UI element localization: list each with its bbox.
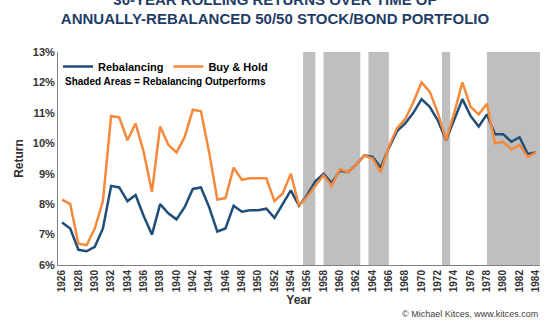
svg-text:Year: Year bbox=[286, 293, 312, 307]
svg-text:1926: 1926 bbox=[56, 270, 67, 293]
svg-text:1968: 1968 bbox=[399, 270, 410, 293]
svg-text:Return: Return bbox=[12, 139, 26, 178]
svg-text:1964: 1964 bbox=[367, 270, 378, 293]
svg-text:Rebalancing: Rebalancing bbox=[98, 61, 163, 73]
svg-text:1942: 1942 bbox=[187, 270, 198, 293]
svg-text:1982: 1982 bbox=[514, 270, 525, 293]
svg-text:12%: 12% bbox=[33, 76, 55, 88]
svg-text:30-YEAR ROLLING RETURNS OVER T: 30-YEAR ROLLING RETURNS OVER TIME OFANNU… bbox=[61, 0, 490, 27]
svg-text:8%: 8% bbox=[39, 198, 55, 210]
svg-text:10%: 10% bbox=[33, 137, 55, 149]
svg-text:7%: 7% bbox=[39, 228, 55, 240]
svg-text:1962: 1962 bbox=[350, 270, 361, 293]
svg-text:1934: 1934 bbox=[122, 270, 133, 293]
svg-text:9%: 9% bbox=[39, 168, 55, 180]
svg-text:1970: 1970 bbox=[416, 270, 427, 293]
svg-text:13%: 13% bbox=[33, 46, 55, 58]
svg-text:Shaded Areas = Rebalancing Out: Shaded Areas = Rebalancing Outperforms bbox=[65, 76, 266, 87]
svg-text:1946: 1946 bbox=[220, 270, 231, 293]
svg-text:1978: 1978 bbox=[481, 270, 492, 293]
svg-text:1938: 1938 bbox=[154, 270, 165, 293]
svg-text:1932: 1932 bbox=[105, 270, 116, 293]
svg-text:1952: 1952 bbox=[269, 270, 280, 293]
svg-text:1966: 1966 bbox=[383, 270, 394, 293]
svg-text:1954: 1954 bbox=[285, 270, 296, 293]
svg-text:1936: 1936 bbox=[138, 270, 149, 293]
svg-text:1984: 1984 bbox=[530, 270, 541, 293]
svg-text:© Michael Kitces, www.kitces.c: © Michael Kitces, www.kitces.com bbox=[402, 309, 538, 319]
svg-text:11%: 11% bbox=[33, 107, 55, 119]
svg-text:6%: 6% bbox=[39, 259, 55, 271]
svg-text:1960: 1960 bbox=[334, 270, 345, 293]
svg-text:1950: 1950 bbox=[252, 270, 263, 293]
svg-text:1976: 1976 bbox=[465, 270, 476, 293]
svg-text:1928: 1928 bbox=[73, 270, 84, 293]
svg-text:1956: 1956 bbox=[301, 270, 312, 293]
svg-text:1940: 1940 bbox=[171, 270, 182, 293]
svg-text:1944: 1944 bbox=[203, 270, 214, 293]
svg-text:1958: 1958 bbox=[318, 270, 329, 293]
svg-text:1948: 1948 bbox=[236, 270, 247, 293]
svg-text:1974: 1974 bbox=[448, 270, 459, 293]
svg-text:Buy & Hold: Buy & Hold bbox=[208, 61, 267, 73]
svg-text:1930: 1930 bbox=[89, 270, 100, 293]
svg-text:1980: 1980 bbox=[497, 270, 508, 293]
svg-text:1972: 1972 bbox=[432, 270, 443, 293]
